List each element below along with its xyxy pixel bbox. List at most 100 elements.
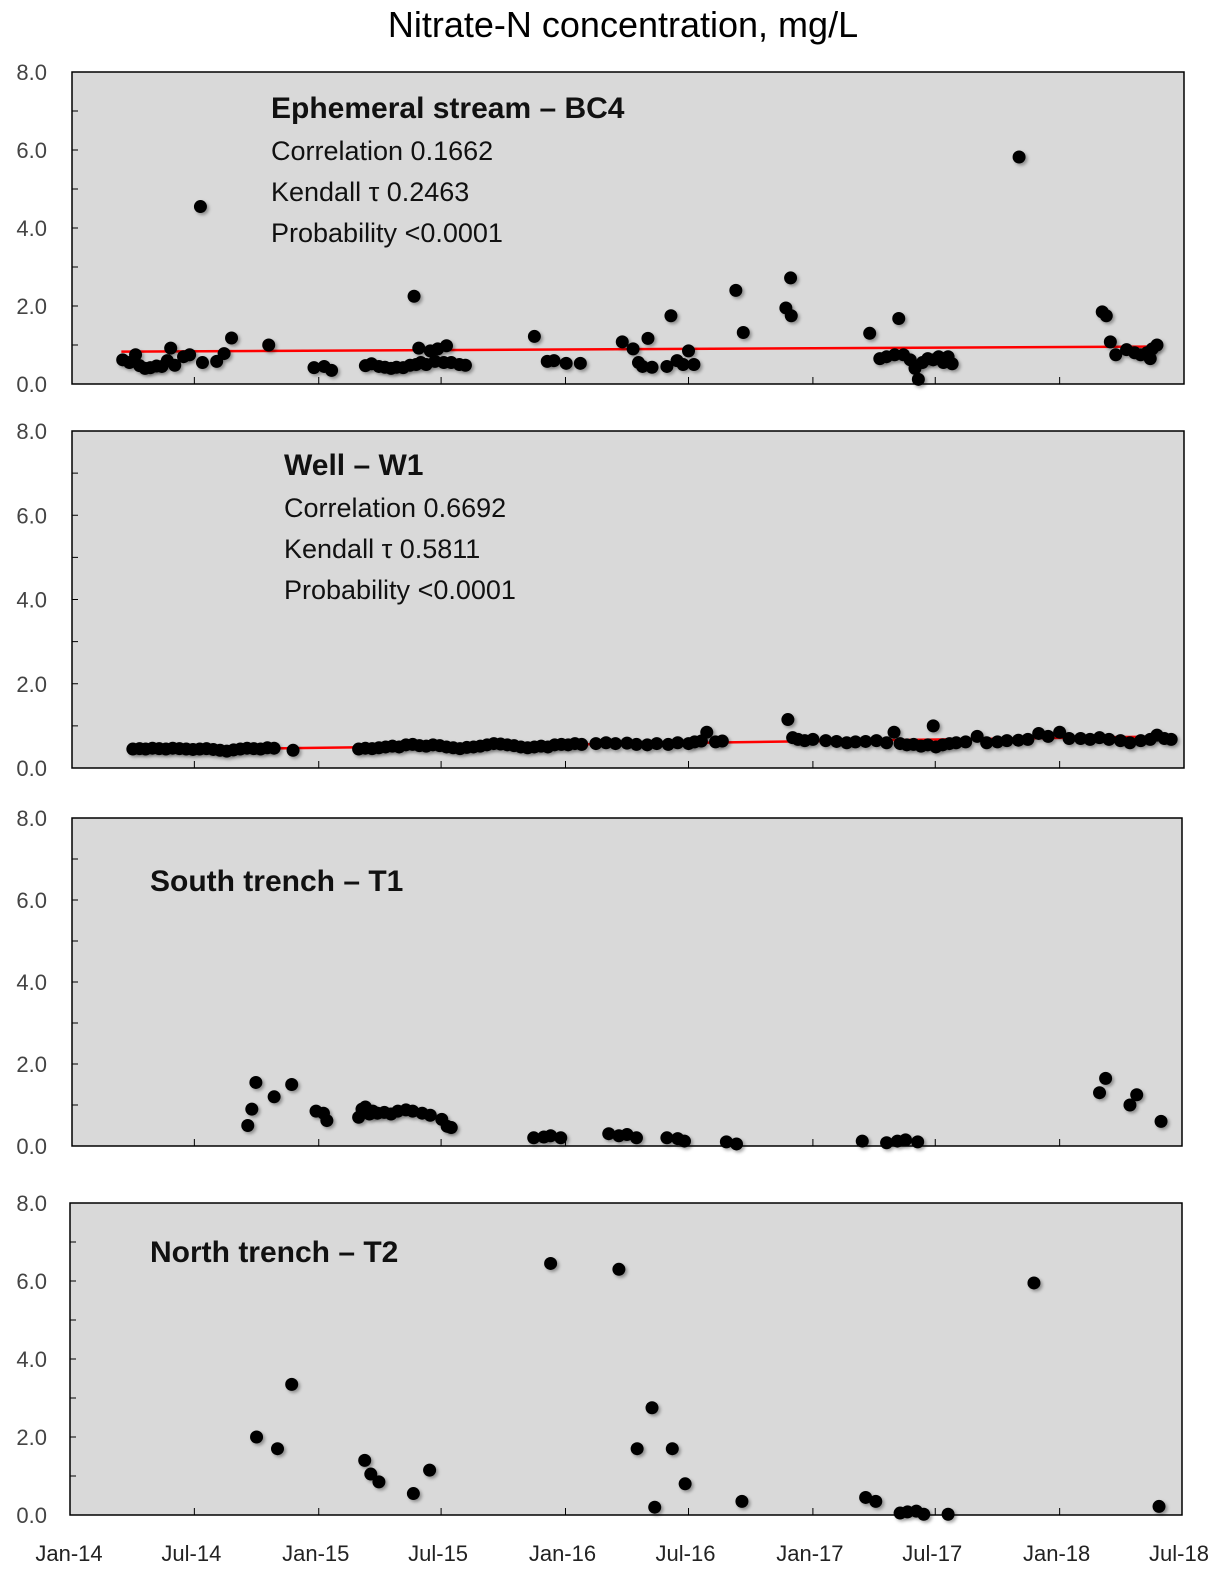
data-point — [527, 1131, 541, 1145]
data-point — [892, 311, 906, 325]
data-point — [286, 743, 300, 757]
data-point — [926, 719, 940, 733]
data-point — [423, 1108, 437, 1122]
data-point — [609, 737, 623, 751]
data-point — [1062, 732, 1076, 746]
data-point — [641, 331, 655, 345]
data-point — [440, 339, 454, 353]
x-tick-label: Jan-18 — [1023, 1541, 1090, 1566]
data-point — [941, 1507, 955, 1521]
data-point — [285, 1078, 299, 1091]
data-point — [589, 737, 603, 751]
y-tick-label: 6.0 — [16, 1269, 47, 1294]
data-point — [1053, 725, 1067, 739]
data-point — [650, 737, 664, 751]
data-point — [645, 1401, 659, 1415]
panel-stat: Probability <0.0001 — [284, 575, 516, 605]
data-point — [665, 1442, 679, 1456]
data-point — [1134, 734, 1148, 748]
data-point — [412, 341, 426, 355]
y-tick-label: 0.0 — [16, 372, 47, 397]
data-point — [615, 335, 629, 349]
data-point — [660, 1131, 674, 1145]
panel-2-plot-area — [71, 430, 1185, 769]
y-tick-label: 6.0 — [16, 888, 47, 913]
data-point — [225, 331, 239, 345]
data-point — [444, 1121, 458, 1135]
data-point — [1011, 733, 1025, 747]
data-point — [217, 347, 231, 361]
data-point — [700, 725, 714, 739]
data-point — [970, 729, 984, 743]
data-point — [1143, 352, 1157, 366]
data-point — [887, 725, 901, 739]
data-point — [1027, 1276, 1041, 1290]
panel-stat: Kendall τ 0.5811 — [284, 534, 480, 564]
data-point — [599, 736, 613, 750]
data-point — [267, 1090, 281, 1104]
data-point — [554, 1131, 568, 1145]
x-tick-label: Jan-14 — [35, 1541, 102, 1566]
data-point — [1123, 1098, 1137, 1112]
data-point — [980, 736, 994, 750]
data-point — [320, 1114, 334, 1128]
y-tick-label: 8.0 — [16, 419, 47, 444]
figure-title: Nitrate-N concentration, mg/L — [387, 4, 859, 45]
data-point — [602, 1127, 616, 1141]
data-point — [250, 1430, 264, 1444]
data-point — [863, 326, 877, 340]
data-point — [193, 200, 207, 214]
data-point — [271, 1442, 285, 1456]
panel-stat: Probability <0.0001 — [271, 218, 503, 248]
data-point — [736, 326, 750, 340]
data-point — [1041, 729, 1055, 743]
data-point — [676, 358, 690, 371]
data-point — [249, 1075, 263, 1089]
data-point — [527, 329, 541, 343]
data-point — [129, 348, 143, 362]
data-point — [959, 735, 973, 749]
y-tick-label: 8.0 — [16, 1191, 47, 1216]
data-point — [364, 1467, 378, 1481]
data-point — [784, 309, 798, 323]
data-point — [1164, 732, 1178, 746]
data-point — [1012, 150, 1026, 164]
data-point — [735, 1494, 749, 1508]
x-tick-label: Jul-17 — [902, 1541, 962, 1566]
data-point — [626, 342, 640, 356]
data-point — [1000, 734, 1014, 748]
y-tick-label: 2.0 — [16, 1425, 47, 1450]
x-tick-label: Jul-18 — [1149, 1541, 1209, 1566]
data-point — [917, 1507, 931, 1521]
data-point — [630, 1442, 644, 1456]
data-point — [848, 735, 862, 749]
y-tick-label: 4.0 — [16, 1347, 47, 1372]
data-point — [325, 363, 339, 377]
data-point — [945, 357, 959, 371]
data-point — [612, 1262, 626, 1276]
panel-3-plot-area — [71, 817, 1183, 1147]
data-point — [1093, 1086, 1107, 1100]
panel-title: South trench – T1 — [150, 865, 403, 898]
data-point — [1102, 732, 1116, 746]
data-point — [407, 289, 421, 303]
data-point — [629, 1131, 643, 1145]
data-point — [423, 1463, 437, 1477]
data-point — [1109, 348, 1123, 362]
data-point — [262, 338, 276, 352]
data-point — [719, 1135, 733, 1149]
data-point — [859, 1490, 873, 1504]
panel-stat: Correlation 0.6692 — [284, 493, 506, 523]
data-point — [819, 734, 833, 748]
data-point — [1150, 338, 1164, 352]
data-point — [664, 309, 678, 323]
panel-stat: Kendall τ 0.2463 — [271, 177, 469, 207]
data-point — [573, 356, 587, 370]
data-point — [1152, 1499, 1166, 1513]
y-tick-label: 2.0 — [16, 294, 47, 319]
panel-title: Well – W1 — [284, 449, 423, 482]
data-point — [880, 736, 894, 750]
data-point — [1021, 732, 1035, 746]
data-point — [458, 358, 472, 372]
data-point — [1123, 736, 1137, 750]
